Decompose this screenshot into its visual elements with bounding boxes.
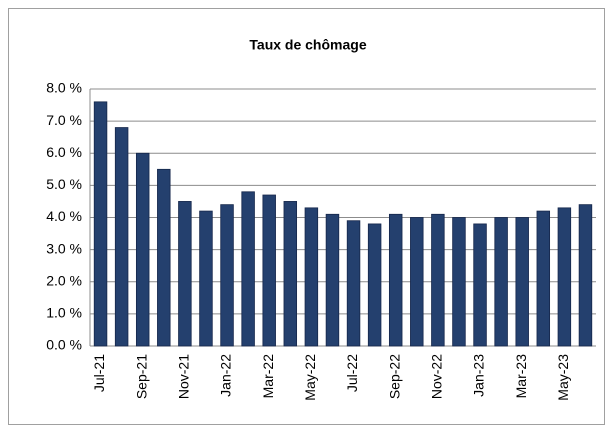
- y-tick-label: 8.0 %: [46, 80, 82, 96]
- bar: [515, 217, 529, 347]
- y-tick-label: 3.0 %: [46, 240, 82, 256]
- x-tick-label: Sep-22: [386, 354, 402, 399]
- x-tick-label: Mar-23: [513, 354, 529, 399]
- y-tick-label: 4.0 %: [46, 208, 82, 224]
- x-tick-label: Jul-22: [344, 354, 360, 392]
- x-tick-label: Mar-22: [260, 354, 276, 399]
- chart-title: Taux de chômage: [249, 37, 366, 53]
- bar: [473, 223, 487, 347]
- bar: [157, 168, 171, 347]
- bar: [388, 213, 403, 347]
- bar: [494, 217, 508, 347]
- y-tick-label: 7.0 %: [46, 112, 82, 128]
- x-tick-label: Nov-22: [429, 354, 445, 399]
- x-tick-label: May-22: [302, 354, 318, 401]
- bar: [241, 191, 255, 347]
- y-tick-label: 0.0 %: [46, 337, 82, 353]
- y-tick-label: 1.0 %: [46, 305, 82, 321]
- bar: [367, 223, 382, 347]
- x-tick-label: Sep-21: [133, 354, 149, 399]
- bar: [178, 201, 192, 347]
- bar: [410, 217, 424, 347]
- bar: [431, 213, 445, 347]
- bar: [304, 207, 319, 347]
- bar: [536, 210, 551, 347]
- bar: [220, 204, 234, 347]
- bar: [283, 201, 298, 347]
- bar: [93, 101, 108, 347]
- bar: [114, 127, 129, 347]
- bar: [325, 213, 340, 347]
- bar: [557, 207, 572, 347]
- y-tick-label: 6.0 %: [46, 144, 82, 160]
- y-tick-label: 5.0 %: [46, 176, 82, 192]
- x-tick-label: Nov-21: [176, 354, 192, 399]
- x-tick-label: Jan-22: [218, 354, 234, 397]
- bar: [578, 204, 593, 347]
- bar: [346, 220, 361, 347]
- bar: [199, 210, 213, 347]
- x-tick-label: Jul-21: [91, 354, 107, 392]
- y-tick-label: 2.0 %: [46, 272, 82, 288]
- x-tick-label: Jan-23: [471, 354, 487, 397]
- bar: [262, 194, 276, 347]
- x-tick-label: May-23: [555, 354, 571, 401]
- bar: [135, 152, 150, 347]
- bar: [452, 217, 466, 347]
